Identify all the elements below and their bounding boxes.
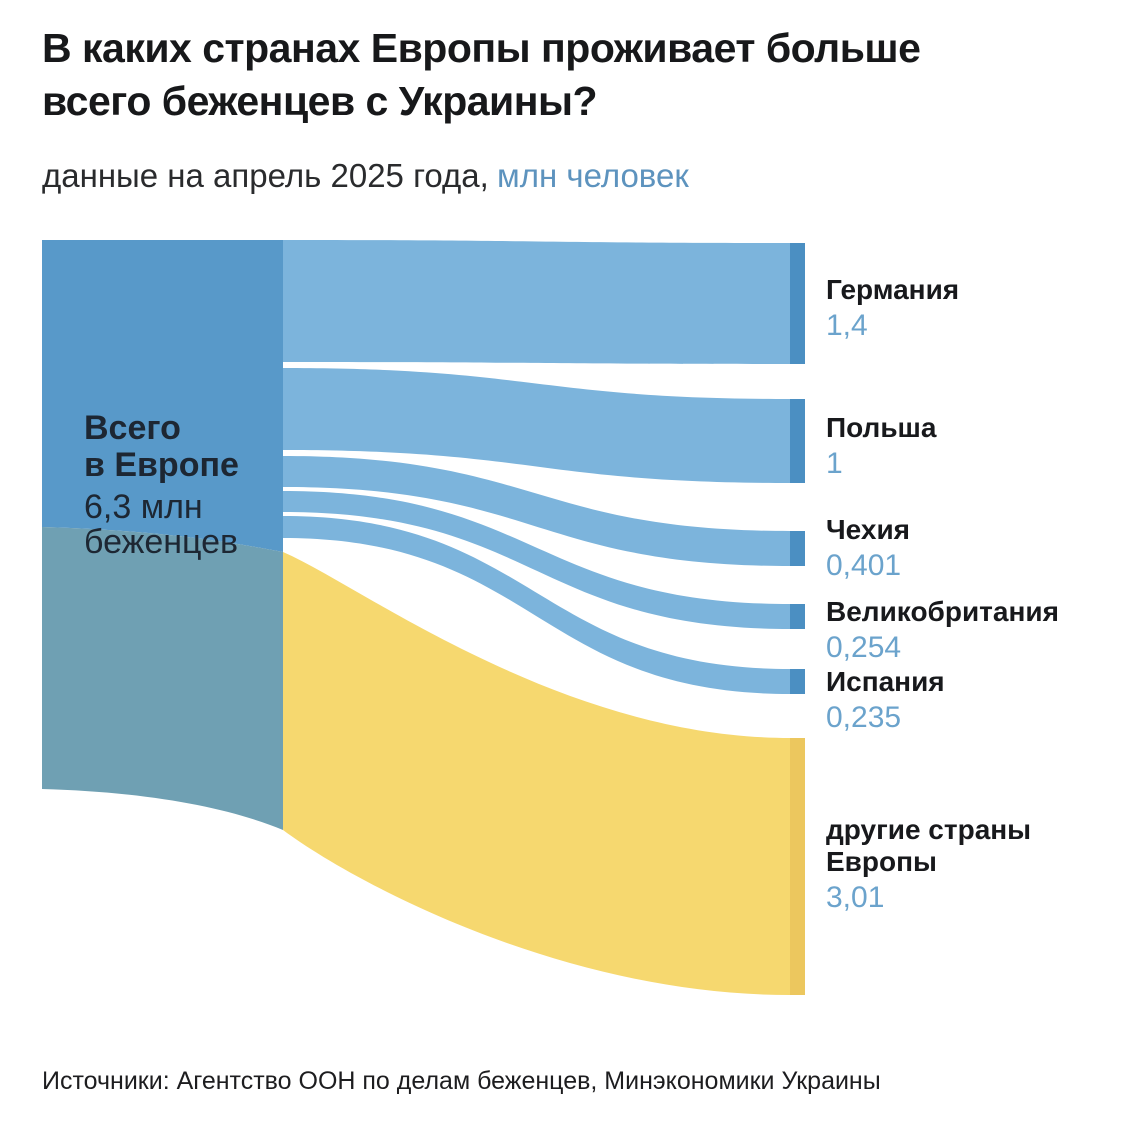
country-label-uk: Великобритания 0,254 [826, 596, 1088, 665]
page-title-line2: всего беженцев с Украины? [42, 78, 598, 124]
source-node-label: Всего в Европе 6,3 млн беженцев [84, 410, 239, 560]
page-title: В каких странах Европы проживает больше … [42, 22, 1092, 128]
country-value: 1,4 [826, 309, 868, 342]
node-bar-czechia [790, 531, 805, 566]
country-value: 1 [826, 447, 843, 480]
country-label-poland: Польша 1 [826, 412, 1088, 481]
country-value: 3,01 [826, 881, 885, 914]
node-bar-uk [790, 604, 805, 629]
country-name: Великобритания [826, 596, 1059, 627]
source-node-named-segment [42, 240, 283, 552]
country-name: другие страны Европы [826, 814, 1032, 877]
country-name: Германия [826, 274, 960, 305]
node-bar-spain [790, 669, 805, 694]
country-label-czechia: Чехия 0,401 [826, 514, 1088, 583]
subtitle: данные на апрель 2025 года, млн человек [42, 156, 689, 196]
source-node-value-line2: беженцев [84, 523, 239, 561]
source-node-others-segment [42, 527, 283, 830]
country-label-spain: Испания 0,235 [826, 666, 1088, 735]
flow-czechia [283, 456, 790, 566]
flow-spain [283, 516, 790, 694]
country-name: Польша [826, 412, 937, 443]
country-value: 0,254 [826, 631, 902, 664]
country-value: 0,235 [826, 701, 902, 734]
source-credit: Источники: Агентство ООН по делам беженц… [42, 1067, 881, 1095]
country-label-germany: Германия 1,4 [826, 274, 1088, 343]
source-node-label-line1: Всего [84, 409, 181, 447]
flow-poland [283, 368, 790, 483]
flow-germany [283, 240, 790, 364]
node-bar-poland [790, 399, 805, 483]
node-bar-other-countries [790, 738, 805, 995]
source-node-label-line2: в Европе [84, 446, 239, 484]
country-name: Испания [826, 666, 945, 697]
country-label-other-countries: другие страны Европы 3,01 [826, 814, 1088, 915]
country-value: 0,401 [826, 549, 902, 582]
source-node-value-line1: 6,3 млн [84, 488, 203, 526]
country-name: Чехия [826, 514, 910, 545]
page-title-line1: В каких странах Европы проживает больше [42, 25, 921, 71]
flow-other-countries [283, 552, 790, 995]
subtitle-unit: млн человек [497, 157, 689, 194]
node-bar-germany [790, 243, 805, 364]
flow-uk [283, 491, 790, 629]
subtitle-text: данные на апрель 2025 года, [42, 157, 489, 194]
